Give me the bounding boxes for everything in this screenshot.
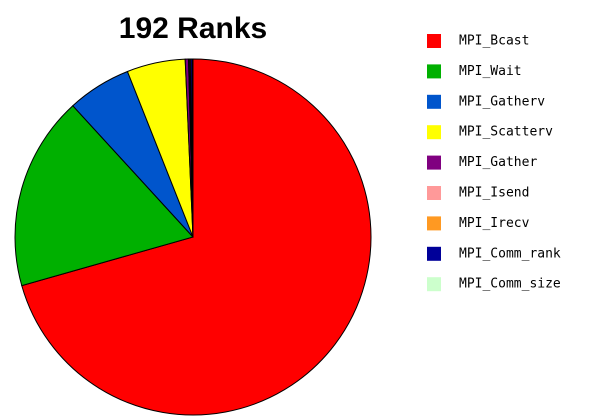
legend-label: MPI_Comm_size <box>459 277 561 292</box>
legend-swatch <box>427 277 441 292</box>
legend-swatch <box>427 94 441 109</box>
chart-title: 192 Ranks <box>119 12 267 45</box>
legend-swatch <box>427 246 441 261</box>
legend-swatch <box>427 34 441 48</box>
legend-swatch <box>427 216 441 231</box>
legend-label: MPI_Bcast <box>459 34 529 49</box>
legend-swatch <box>427 186 441 200</box>
pie-slice <box>14 105 194 287</box>
legend-label: MPI_Comm_rank <box>459 246 561 261</box>
legend-label: MPI_Gather <box>459 155 537 170</box>
legend-label: MPI_Gatherv <box>459 94 545 109</box>
pie-slice <box>191 58 194 238</box>
legend-label: MPI_Irecv <box>459 216 530 231</box>
legend-swatch <box>427 125 441 140</box>
legend-label: MPI_Scatterv <box>459 125 553 140</box>
legend-swatch <box>427 155 441 170</box>
legend-label: MPI_Isend <box>459 186 529 201</box>
legend-swatch <box>427 64 441 79</box>
pie-slice <box>21 58 372 416</box>
legend-label: MPI_Wait <box>459 64 522 79</box>
